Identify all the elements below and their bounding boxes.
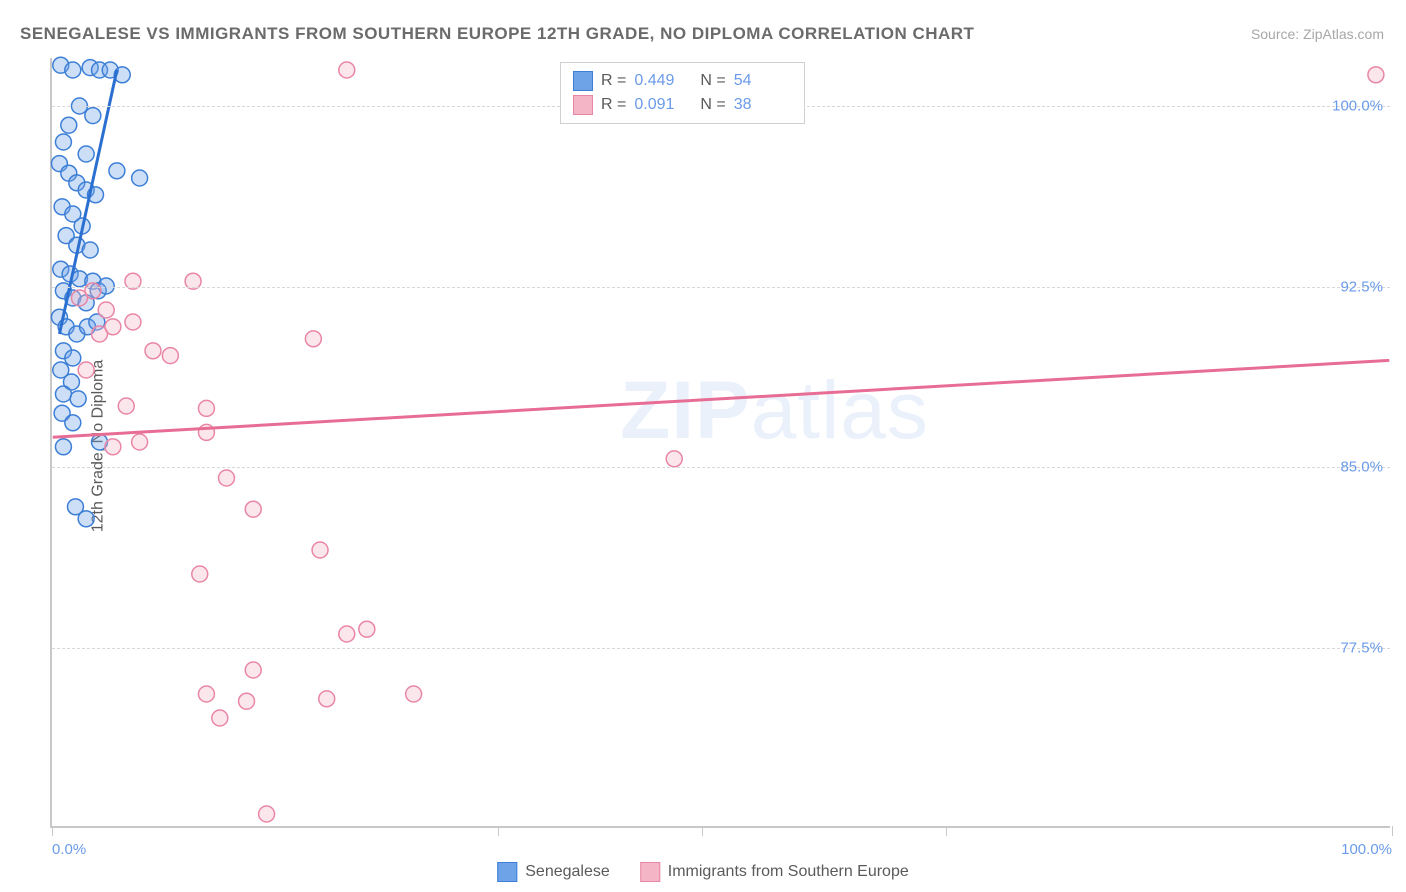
plot-area: ZIPatlas 77.5%85.0%92.5%100.0%0.0%100.0% — [50, 58, 1390, 828]
legend-swatch-0 — [573, 71, 593, 91]
chart-title: SENEGALESE VS IMMIGRANTS FROM SOUTHERN E… — [20, 24, 974, 44]
legend-R-label: R = — [601, 72, 626, 90]
series-legend: Senegalese Immigrants from Southern Euro… — [497, 862, 909, 882]
y-tick-label: 77.5% — [1340, 639, 1395, 656]
series-label-0: Senegalese — [525, 863, 610, 881]
plot-svg — [52, 58, 1390, 826]
legend-N-label: N = — [700, 72, 725, 90]
x-tick-label-left: 0.0% — [52, 841, 86, 858]
series-legend-item-0: Senegalese — [497, 862, 610, 882]
x-tick-label-right: 100.0% — [1341, 841, 1392, 858]
y-tick-label: 85.0% — [1340, 459, 1395, 476]
y-tick-label: 100.0% — [1332, 98, 1395, 115]
legend-row-0: R = 0.449 N = 54 — [573, 69, 792, 93]
legend-N-value-1: 38 — [734, 96, 792, 114]
legend-R-value-0: 0.449 — [634, 72, 692, 90]
legend-N-label: N = — [700, 96, 725, 114]
legend-R-value-1: 0.091 — [634, 96, 692, 114]
legend-row-1: R = 0.091 N = 38 — [573, 93, 792, 117]
legend-N-value-0: 54 — [734, 72, 792, 90]
legend-swatch-1 — [573, 95, 593, 115]
series-legend-item-1: Immigrants from Southern Europe — [640, 862, 909, 882]
correlation-legend: R = 0.449 N = 54 R = 0.091 N = 38 — [560, 62, 805, 124]
y-tick-label: 92.5% — [1340, 278, 1395, 295]
series-swatch-1 — [640, 862, 660, 882]
series-label-1: Immigrants from Southern Europe — [668, 863, 909, 881]
source-label: Source: ZipAtlas.com — [1251, 26, 1384, 42]
series-swatch-0 — [497, 862, 517, 882]
legend-R-label: R = — [601, 96, 626, 114]
